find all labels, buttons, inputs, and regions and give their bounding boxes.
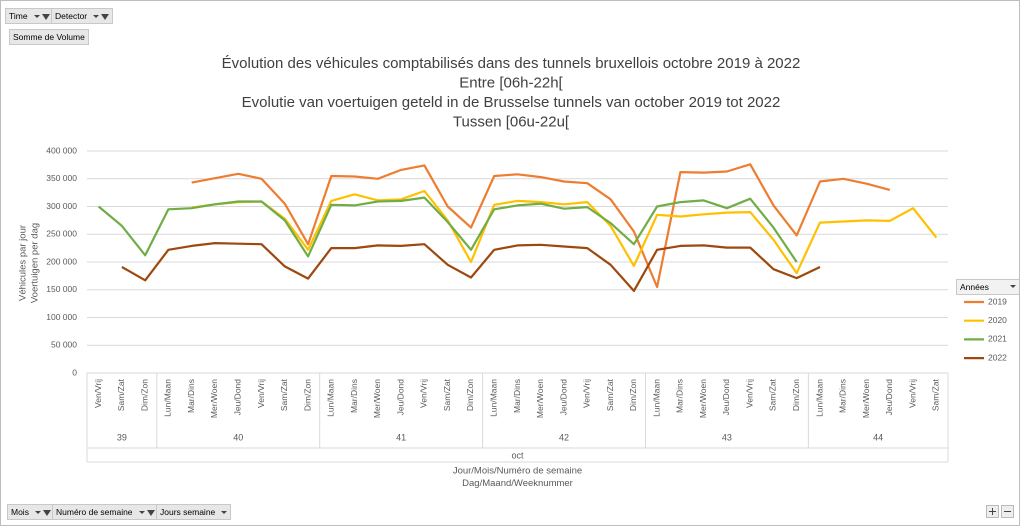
y-tick-label: 150 000 xyxy=(46,284,77,294)
legend-field-button[interactable]: Années xyxy=(956,279,1019,295)
month-label: oct xyxy=(511,450,524,460)
button-label: Somme de Volume xyxy=(13,32,85,42)
x-axis-title: Jour/Mois/Numéro de semaine xyxy=(453,466,582,477)
series-line xyxy=(121,242,821,292)
legend-label: 2021 xyxy=(988,334,1007,344)
x-tick-label: Sam/Zat xyxy=(931,378,941,411)
x-tick-label: Jeu/Dond xyxy=(884,379,894,416)
chart-title: Évolution des véhicules comptabilisés da… xyxy=(222,55,801,72)
x-tick-label: Dim/Zon xyxy=(465,379,475,411)
week-label: 43 xyxy=(722,432,732,442)
x-tick-label: Ven/Vrij xyxy=(582,379,592,408)
y-axis-title: Voertuigen per dag xyxy=(30,223,41,303)
week-label: 44 xyxy=(873,432,883,442)
chart-title: Tussen [06u-22u[ xyxy=(453,113,570,130)
x-tick-label: Mar/Dins xyxy=(675,379,685,413)
x-tick-label: Mer/Woen xyxy=(209,379,219,418)
x-tick-label: Jeu/Dond xyxy=(558,379,568,416)
legend-label: 2020 xyxy=(988,315,1007,325)
x-tick-label: Jeu/Dond xyxy=(233,379,243,416)
week-label: 39 xyxy=(117,432,127,442)
x-tick-label: Sam/Zat xyxy=(768,378,778,411)
x-tick-label: Sam/Zat xyxy=(605,378,615,411)
pivot-field-button[interactable]: Jours semaine xyxy=(156,504,232,520)
x-tick-label: Mar/Dins xyxy=(186,379,196,413)
x-tick-label: Jeu/Dond xyxy=(721,379,731,416)
x-tick-label: Jeu/Dond xyxy=(395,379,405,416)
x-tick-label: Lun/Maan xyxy=(488,379,498,417)
series-line xyxy=(191,163,891,289)
pivot-field-button[interactable]: Mois xyxy=(7,504,55,520)
x-tick-label: Dim/Zon xyxy=(791,379,801,411)
pivot-field-button[interactable]: Numéro de semaine xyxy=(52,504,159,520)
x-tick-label: Lun/Maan xyxy=(651,379,661,417)
y-tick-label: 250 000 xyxy=(46,229,77,239)
button-label: Time xyxy=(9,11,28,21)
x-tick-label: Ven/Vrij xyxy=(93,379,103,408)
x-tick-label: Dim/Zon xyxy=(302,379,312,411)
button-label: Numéro de semaine xyxy=(56,507,133,517)
x-tick-label: Mar/Dins xyxy=(838,379,848,413)
x-tick-label: Lun/Maan xyxy=(814,379,824,417)
x-tick-label: Sam/Zat xyxy=(442,378,452,411)
y-tick-label: 400 000 xyxy=(46,145,77,155)
x-tick-label: Mer/Woen xyxy=(861,379,871,418)
week-label: 42 xyxy=(559,432,569,442)
y-tick-label: 0 xyxy=(72,367,77,377)
y-tick-label: 50 000 xyxy=(51,340,77,350)
x-tick-label: Dim/Zon xyxy=(628,379,638,411)
x-tick-label: Mar/Dins xyxy=(349,379,359,413)
x-tick-label: Ven/Vrij xyxy=(419,379,429,408)
pivot-field-button[interactable]: Detector xyxy=(51,8,114,24)
series-line xyxy=(191,189,938,275)
x-tick-label: Mer/Woen xyxy=(535,379,545,418)
y-axis-title: Véhicules par jour xyxy=(18,225,29,301)
button-label: Jours semaine xyxy=(160,507,216,517)
value-field-button[interactable]: Somme de Volume xyxy=(9,29,89,45)
week-label: 41 xyxy=(396,432,406,442)
x-tick-label: Lun/Maan xyxy=(163,379,173,417)
series-line xyxy=(97,196,798,263)
x-tick-label: Sam/Zat xyxy=(116,378,126,411)
x-tick-label: Ven/Vrij xyxy=(907,379,917,408)
x-tick-label: Mar/Dins xyxy=(512,379,522,413)
chart-title: Evolutie van voertuigen geteld in de Bru… xyxy=(242,94,781,111)
pivot-field-button[interactable]: Time xyxy=(5,8,54,24)
x-tick-label: Ven/Vrij xyxy=(744,379,754,408)
chart-title: Entre [06h-22h[ xyxy=(459,74,563,91)
legend-label: 2022 xyxy=(988,352,1007,362)
legend-label: 2019 xyxy=(988,296,1007,306)
x-tick-label: Ven/Vrij xyxy=(256,379,266,408)
expand-collapse-buttons[interactable] xyxy=(986,505,1016,519)
x-tick-label: Mer/Woen xyxy=(372,379,382,418)
button-label: Mois xyxy=(11,507,29,517)
y-tick-label: 100 000 xyxy=(46,312,77,322)
button-label: Detector xyxy=(55,11,88,21)
x-tick-label: Mer/Woen xyxy=(698,379,708,418)
x-tick-label: Sam/Zat xyxy=(279,378,289,411)
y-tick-label: 350 000 xyxy=(46,173,77,183)
y-tick-label: 300 000 xyxy=(46,201,77,211)
x-tick-label: Dim/Zon xyxy=(139,379,149,411)
y-tick-label: 200 000 xyxy=(46,256,77,266)
x-tick-label: Lun/Maan xyxy=(326,379,336,417)
x-axis-title: Dag/Maand/Weeknummer xyxy=(462,478,573,489)
week-label: 40 xyxy=(233,432,243,442)
legend-title: Années xyxy=(960,282,989,292)
